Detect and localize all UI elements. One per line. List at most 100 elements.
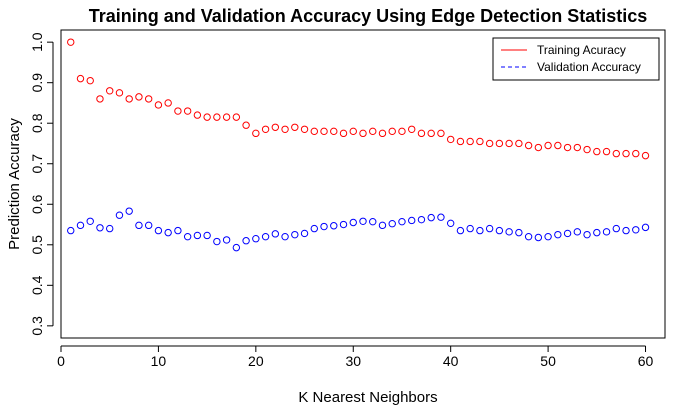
training-point — [583, 145, 591, 154]
validation-point — [67, 226, 75, 235]
training-point — [144, 95, 153, 103]
validation-point — [573, 228, 582, 236]
training-point — [203, 113, 211, 121]
validation-point — [554, 230, 562, 239]
training-point — [602, 147, 611, 156]
validation-point — [495, 226, 504, 235]
y-tick-label: 0.8 — [29, 113, 45, 133]
training-point — [388, 127, 396, 136]
legend-label-validation: Validation Accuracy — [537, 60, 641, 74]
training-point — [320, 127, 328, 136]
x-axis-label: K Nearest Neighbors — [298, 389, 437, 406]
validation-point — [164, 228, 172, 237]
y-tick-label: 0.3 — [29, 316, 45, 336]
validation-point — [135, 221, 143, 230]
validation-point — [183, 232, 192, 241]
training-point — [281, 125, 289, 133]
validation-point — [544, 232, 552, 241]
training-point — [183, 107, 192, 115]
x-tick-label: 40 — [443, 353, 459, 369]
series-training — [67, 38, 650, 160]
training-point — [417, 129, 426, 138]
training-point — [427, 129, 435, 138]
validation-point — [359, 217, 367, 225]
training-point — [115, 89, 124, 97]
training-point — [544, 141, 552, 150]
validation-point — [534, 233, 543, 242]
training-point — [554, 141, 562, 150]
training-point — [632, 149, 640, 158]
training-point — [612, 149, 620, 158]
training-point — [76, 74, 85, 83]
training-point — [349, 127, 357, 136]
legend-label-training: Training Acuracy — [537, 43, 626, 57]
training-point — [106, 87, 114, 95]
training-point — [359, 129, 367, 138]
training-point — [476, 137, 484, 146]
training-point — [164, 99, 172, 107]
y-tick-label: 0.5 — [29, 235, 45, 255]
validation-point — [261, 232, 270, 241]
validation-point — [632, 226, 640, 234]
series-validation — [67, 207, 650, 252]
training-point — [252, 129, 260, 138]
validation-point — [388, 220, 396, 228]
validation-point — [213, 237, 221, 246]
training-point — [300, 125, 309, 133]
x-tick-label: 30 — [345, 353, 361, 369]
validation-point — [330, 222, 338, 230]
training-point — [291, 123, 299, 131]
validation-point — [115, 211, 124, 219]
training-point — [125, 95, 133, 103]
training-point — [641, 151, 650, 160]
validation-point — [437, 213, 445, 221]
training-point — [369, 127, 377, 136]
training-point — [193, 111, 202, 119]
training-point — [330, 127, 338, 136]
validation-point — [242, 237, 250, 245]
training-point — [495, 139, 504, 148]
training-point — [466, 137, 474, 146]
training-point — [232, 113, 241, 121]
chart-title: Training and Validation Accuracy Using E… — [89, 6, 647, 26]
validation-point — [398, 217, 406, 226]
validation-point — [446, 219, 455, 228]
validation-point — [466, 224, 474, 233]
validation-point — [408, 216, 416, 225]
validation-point — [76, 221, 85, 230]
validation-point — [86, 217, 94, 225]
training-point — [213, 113, 221, 121]
x-axis: 0 10 20 30 40 50 60 — [57, 345, 654, 369]
training-point — [378, 129, 387, 138]
training-point — [135, 93, 143, 101]
validation-point — [524, 232, 533, 241]
x-tick-label: 10 — [151, 353, 167, 369]
training-point — [339, 129, 348, 138]
validation-point — [593, 228, 601, 237]
validation-point — [320, 222, 328, 231]
x-tick-label: 60 — [638, 353, 654, 369]
training-point — [622, 149, 630, 158]
validation-point — [456, 226, 465, 235]
validation-point — [106, 224, 114, 233]
training-point — [593, 147, 601, 156]
validation-point — [485, 224, 494, 233]
y-tick-label: 0.7 — [29, 154, 45, 174]
training-point — [242, 121, 250, 129]
validation-point — [476, 226, 484, 235]
training-point — [573, 143, 582, 152]
validation-point — [339, 220, 348, 229]
validation-point — [291, 230, 299, 239]
training-point — [154, 101, 163, 109]
validation-point — [612, 224, 620, 233]
y-tick-label: 0.6 — [29, 194, 45, 214]
legend: Training Acuracy Validation Accuracy — [492, 37, 660, 81]
validation-point — [281, 232, 289, 241]
validation-point — [583, 230, 591, 239]
y-axis-label: Prediction Accuracy — [6, 118, 23, 250]
validation-point — [378, 221, 387, 230]
validation-point — [310, 224, 318, 233]
validation-point — [563, 229, 572, 238]
